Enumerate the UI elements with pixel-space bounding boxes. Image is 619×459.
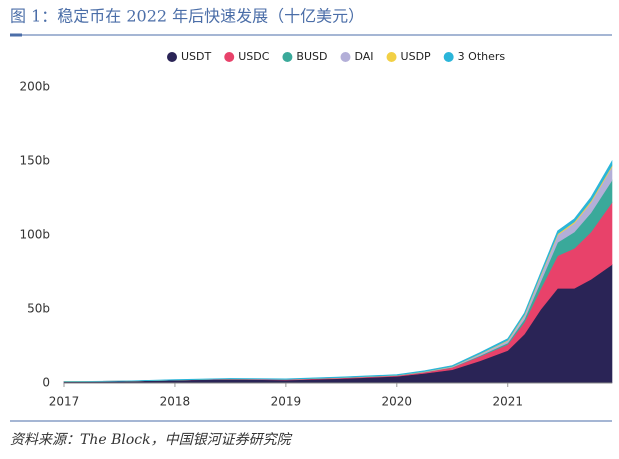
legend: USDT USDC BUSD DAI USDP 3 Others bbox=[167, 50, 505, 63]
legend-label: 3 Others bbox=[458, 50, 506, 63]
x-tick-label: 2017 bbox=[49, 395, 80, 409]
legend-label: USDT bbox=[181, 50, 212, 63]
x-tick-label: 2018 bbox=[160, 395, 191, 409]
x-tick-label: 2021 bbox=[492, 395, 523, 409]
area bbox=[63, 159, 613, 382]
x-tick-label: 2019 bbox=[271, 395, 302, 409]
y-tick-label: 150b bbox=[19, 154, 50, 168]
legend-swatch bbox=[167, 52, 177, 62]
legend-swatch bbox=[386, 52, 397, 62]
legend-swatch bbox=[282, 52, 293, 62]
legend-label: USDP bbox=[401, 50, 432, 63]
y-tick-label: 100b bbox=[19, 228, 50, 242]
legend-swatch bbox=[224, 52, 235, 62]
legend-label: DAI bbox=[354, 50, 373, 63]
plot bbox=[63, 159, 613, 387]
legend-label: USDC bbox=[238, 50, 270, 63]
legend-label: BUSD bbox=[296, 50, 327, 63]
y-tick-label: 50b bbox=[27, 302, 50, 316]
legend-swatch bbox=[340, 52, 351, 62]
y-tick-label: 200b bbox=[19, 80, 50, 94]
chart-title: 图 1：稳定币在 2022 年后快速发展（十亿美元） bbox=[10, 7, 364, 26]
source: 资料来源：The Block，中国银河证券研究院 bbox=[10, 432, 293, 448]
legend-swatch bbox=[443, 52, 454, 62]
y-tick-label: 0 bbox=[42, 376, 50, 390]
x-tick-label: 2020 bbox=[382, 395, 413, 409]
